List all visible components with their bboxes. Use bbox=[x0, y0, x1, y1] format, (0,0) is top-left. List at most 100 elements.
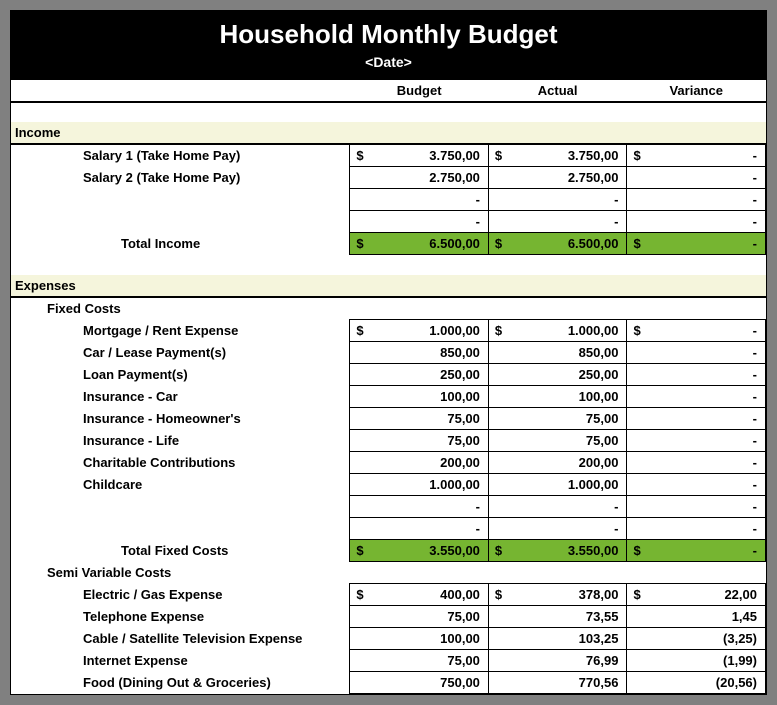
row-budget[interactable]: 75,00 bbox=[350, 407, 489, 429]
income-total-budget: $6.500,00 bbox=[350, 233, 489, 255]
row-budget[interactable]: 75,00 bbox=[350, 649, 489, 671]
row-budget[interactable]: $3.750,00 bbox=[350, 144, 489, 167]
income-section: Income bbox=[11, 122, 766, 144]
table-row: Insurance - Homeowner's75,0075,00- bbox=[11, 407, 766, 429]
row-budget[interactable]: 75,00 bbox=[350, 429, 489, 451]
row-variance[interactable]: (1,99) bbox=[627, 649, 766, 671]
row-actual[interactable]: 2.750,00 bbox=[488, 167, 627, 189]
table-row: Charitable Contributions200,00200,00- bbox=[11, 451, 766, 473]
row-budget[interactable]: 250,00 bbox=[350, 363, 489, 385]
column-headers: Budget Actual Variance bbox=[11, 80, 766, 102]
row-label: Insurance - Car bbox=[11, 385, 350, 407]
row-variance[interactable]: - bbox=[627, 429, 766, 451]
row-variance[interactable]: - bbox=[627, 407, 766, 429]
row-label: Telephone Expense bbox=[11, 605, 350, 627]
semi-variable-heading: Semi Variable Costs bbox=[11, 561, 766, 583]
budget-page: Household Monthly Budget <Date> Budget A… bbox=[10, 10, 767, 695]
row-variance[interactable]: - bbox=[627, 495, 766, 517]
row-label: Salary 2 (Take Home Pay) bbox=[11, 167, 350, 189]
row-actual[interactable]: 770,56 bbox=[488, 671, 627, 693]
row-variance[interactable]: - bbox=[627, 385, 766, 407]
row-actual[interactable]: $378,00 bbox=[488, 583, 627, 605]
col-budget: Budget bbox=[350, 80, 489, 102]
row-budget[interactable]: - bbox=[350, 517, 489, 539]
row-label: Food (Dining Out & Groceries) bbox=[11, 671, 350, 693]
table-row: Internet Expense75,0076,99(1,99) bbox=[11, 649, 766, 671]
row-budget[interactable]: 75,00 bbox=[350, 605, 489, 627]
table-row: Salary 2 (Take Home Pay)2.750,002.750,00… bbox=[11, 167, 766, 189]
row-actual[interactable]: - bbox=[488, 211, 627, 233]
row-actual[interactable]: 75,00 bbox=[488, 429, 627, 451]
row-label: Childcare bbox=[11, 473, 350, 495]
table-row: Telephone Expense75,0073,551,45 bbox=[11, 605, 766, 627]
row-actual[interactable]: - bbox=[488, 495, 627, 517]
row-variance[interactable]: (20,56) bbox=[627, 671, 766, 693]
row-budget[interactable]: 100,00 bbox=[350, 385, 489, 407]
row-variance[interactable]: - bbox=[627, 189, 766, 211]
page-title: Household Monthly Budget bbox=[11, 19, 766, 50]
row-budget[interactable]: - bbox=[350, 189, 489, 211]
row-label: Salary 1 (Take Home Pay) bbox=[11, 144, 350, 167]
row-variance[interactable]: - bbox=[627, 363, 766, 385]
row-label bbox=[11, 495, 350, 517]
row-variance[interactable]: - bbox=[627, 341, 766, 363]
income-total-actual: $6.500,00 bbox=[488, 233, 627, 255]
row-label: Mortgage / Rent Expense bbox=[11, 319, 350, 341]
row-actual[interactable]: - bbox=[488, 189, 627, 211]
row-budget[interactable]: 1.000,00 bbox=[350, 473, 489, 495]
fixed-costs-heading: Fixed Costs bbox=[11, 297, 766, 320]
row-budget[interactable]: 2.750,00 bbox=[350, 167, 489, 189]
row-variance[interactable]: 1,45 bbox=[627, 605, 766, 627]
row-budget[interactable]: $400,00 bbox=[350, 583, 489, 605]
row-label bbox=[11, 189, 350, 211]
row-actual[interactable]: 73,55 bbox=[488, 605, 627, 627]
row-budget[interactable]: 850,00 bbox=[350, 341, 489, 363]
table-row: Loan Payment(s)250,00250,00- bbox=[11, 363, 766, 385]
budget-table: Budget Actual Variance Income Salary 1 (… bbox=[11, 80, 766, 694]
row-actual[interactable]: 850,00 bbox=[488, 341, 627, 363]
row-actual[interactable]: 75,00 bbox=[488, 407, 627, 429]
row-actual[interactable]: 76,99 bbox=[488, 649, 627, 671]
row-variance[interactable]: (3,25) bbox=[627, 627, 766, 649]
row-variance[interactable]: - bbox=[627, 167, 766, 189]
row-label: Charitable Contributions bbox=[11, 451, 350, 473]
row-variance[interactable]: - bbox=[627, 211, 766, 233]
row-actual[interactable]: 103,25 bbox=[488, 627, 627, 649]
row-label: Loan Payment(s) bbox=[11, 363, 350, 385]
table-row: Childcare1.000,001.000,00- bbox=[11, 473, 766, 495]
row-budget[interactable]: 750,00 bbox=[350, 671, 489, 693]
row-actual[interactable]: 100,00 bbox=[488, 385, 627, 407]
row-label: Insurance - Homeowner's bbox=[11, 407, 350, 429]
table-row: Insurance - Life75,0075,00- bbox=[11, 429, 766, 451]
row-budget[interactable]: 200,00 bbox=[350, 451, 489, 473]
row-label: Cable / Satellite Television Expense bbox=[11, 627, 350, 649]
table-row: --- bbox=[11, 517, 766, 539]
row-variance[interactable]: $22,00 bbox=[627, 583, 766, 605]
row-budget[interactable]: - bbox=[350, 495, 489, 517]
row-variance[interactable]: $- bbox=[627, 144, 766, 167]
row-label: Insurance - Life bbox=[11, 429, 350, 451]
table-row: --- bbox=[11, 495, 766, 517]
row-actual[interactable]: $3.750,00 bbox=[488, 144, 627, 167]
table-row: Food (Dining Out & Groceries)750,00770,5… bbox=[11, 671, 766, 693]
row-actual[interactable]: $1.000,00 bbox=[488, 319, 627, 341]
row-label bbox=[11, 517, 350, 539]
row-label: Electric / Gas Expense bbox=[11, 583, 350, 605]
row-actual[interactable]: 200,00 bbox=[488, 451, 627, 473]
row-budget[interactable]: $1.000,00 bbox=[350, 319, 489, 341]
header: Household Monthly Budget <Date> bbox=[11, 11, 766, 80]
row-budget[interactable]: 100,00 bbox=[350, 627, 489, 649]
row-budget[interactable]: - bbox=[350, 211, 489, 233]
row-actual[interactable]: 250,00 bbox=[488, 363, 627, 385]
row-variance[interactable]: $- bbox=[627, 319, 766, 341]
table-row: Salary 1 (Take Home Pay)$3.750,00$3.750,… bbox=[11, 144, 766, 167]
fixed-total: Total Fixed Costs $3.550,00 $3.550,00 $- bbox=[11, 539, 766, 561]
col-actual: Actual bbox=[488, 80, 627, 102]
fixed-total-actual: $3.550,00 bbox=[488, 539, 627, 561]
row-variance[interactable]: - bbox=[627, 473, 766, 495]
row-variance[interactable]: - bbox=[627, 451, 766, 473]
row-actual[interactable]: - bbox=[488, 517, 627, 539]
row-label: Car / Lease Payment(s) bbox=[11, 341, 350, 363]
row-actual[interactable]: 1.000,00 bbox=[488, 473, 627, 495]
row-variance[interactable]: - bbox=[627, 517, 766, 539]
